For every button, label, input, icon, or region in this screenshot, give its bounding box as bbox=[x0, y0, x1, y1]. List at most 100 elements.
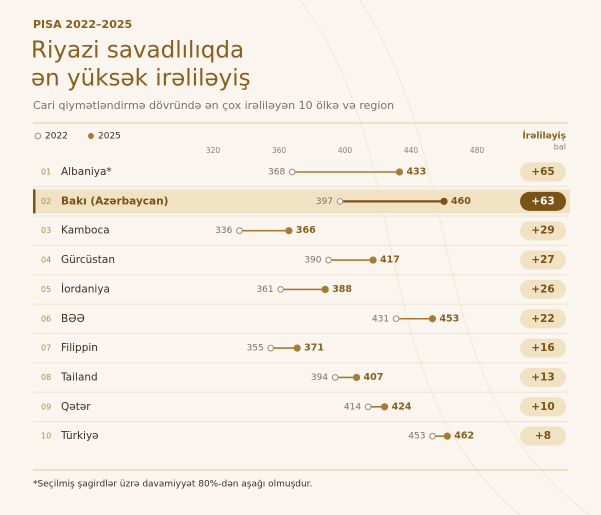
category-label: Bakı (Azərbaycan) bbox=[61, 195, 168, 207]
value-label-2025: 460 bbox=[451, 196, 471, 207]
value-label-2025: 417 bbox=[380, 255, 400, 266]
value-label-2022: 431 bbox=[372, 314, 389, 324]
change-unit: bal bbox=[554, 143, 566, 152]
change-pill bbox=[520, 221, 566, 241]
point-2022 bbox=[392, 315, 400, 323]
point-2022 bbox=[277, 286, 285, 293]
value-label-2022: 390 bbox=[304, 256, 321, 266]
change-label: +27 bbox=[531, 254, 554, 266]
change-pill bbox=[520, 162, 566, 182]
point-2025 bbox=[443, 432, 451, 440]
value-label-2022: 414 bbox=[344, 402, 361, 412]
point-2025 bbox=[352, 373, 361, 382]
category-label: Tailand bbox=[60, 371, 98, 383]
x-tick-label: 440 bbox=[404, 146, 419, 155]
category-label: Qətər bbox=[61, 401, 91, 413]
change-label: +65 bbox=[531, 166, 554, 178]
chart-title: ən yüksək irəliləyiş bbox=[31, 66, 251, 92]
footnote: *Seçilmiş şagirdlər üzrə davamiyyət 80%-… bbox=[33, 480, 312, 490]
category-label: Filippin bbox=[61, 342, 98, 354]
point-2022 bbox=[325, 256, 332, 264]
point-2025 bbox=[381, 403, 389, 411]
point-2025 bbox=[293, 344, 301, 352]
rank: 01 bbox=[41, 168, 51, 177]
chart-title: Riyazi savadlılıqda bbox=[31, 38, 244, 64]
decor bbox=[299, 0, 521, 515]
subtitle: Cari qiymətləndirmə dövründə ən çox irəl… bbox=[33, 99, 394, 112]
value-label-2025: 424 bbox=[392, 401, 412, 412]
rank: 03 bbox=[41, 226, 51, 235]
point-2025 bbox=[321, 285, 329, 293]
change-label: +29 bbox=[531, 225, 554, 237]
change-label: +13 bbox=[531, 371, 554, 383]
category-label: İordaniya bbox=[61, 282, 110, 295]
point-2025 bbox=[395, 168, 404, 176]
change-pill bbox=[520, 338, 566, 358]
x-tick-label: 480 bbox=[470, 146, 485, 155]
rank: 10 bbox=[41, 432, 51, 441]
point-2025 bbox=[428, 315, 437, 323]
change-label: +63 bbox=[531, 195, 554, 207]
value-label-2025: 366 bbox=[296, 225, 316, 236]
value-label-2025: 453 bbox=[439, 313, 459, 324]
point-2022 bbox=[267, 344, 275, 352]
category-label: Türkiyə bbox=[60, 430, 99, 442]
kicker: PISA 2022–2025 bbox=[33, 18, 132, 31]
legend-marker bbox=[34, 132, 42, 140]
point-2022 bbox=[331, 374, 339, 381]
legend-label: 2022 bbox=[45, 132, 68, 142]
value-label-2022: 355 bbox=[247, 344, 264, 354]
x-tick-label: 320 bbox=[206, 146, 221, 155]
value-label-2022: 453 bbox=[408, 432, 425, 442]
legend-marker bbox=[88, 133, 94, 139]
change-pill bbox=[520, 250, 566, 270]
value-label-2025: 433 bbox=[406, 167, 426, 178]
x-tick-label: 400 bbox=[338, 146, 353, 155]
change-pill bbox=[520, 191, 566, 211]
change-pill bbox=[520, 367, 566, 387]
category-label: Albaniya* bbox=[61, 166, 112, 178]
point-2022 bbox=[429, 432, 436, 440]
point-2022 bbox=[288, 168, 296, 176]
rank: 09 bbox=[41, 402, 51, 411]
change-label: +10 bbox=[531, 401, 554, 413]
category-label: Gürcüstan bbox=[61, 254, 115, 266]
change-pill bbox=[520, 426, 566, 446]
value-label-2025: 462 bbox=[454, 431, 474, 442]
change-label: +16 bbox=[531, 342, 554, 354]
highlight-bar bbox=[33, 189, 36, 214]
value-label-2022: 394 bbox=[311, 373, 328, 383]
point-2022 bbox=[364, 403, 372, 411]
legend-label: 2025 bbox=[98, 132, 121, 142]
x-tick-label: 360 bbox=[272, 146, 287, 155]
change-pill bbox=[520, 279, 566, 299]
value-label-2025: 407 bbox=[364, 372, 384, 383]
rank: 07 bbox=[41, 344, 51, 353]
category-label: BƏƏ bbox=[61, 313, 85, 325]
value-label-2022: 368 bbox=[268, 168, 285, 178]
value-label-2025: 371 bbox=[304, 343, 324, 354]
change-label: +8 bbox=[535, 430, 551, 442]
point-2022 bbox=[336, 197, 344, 205]
point-2025 bbox=[440, 197, 448, 205]
point-2022 bbox=[235, 227, 243, 235]
value-label-2025: 388 bbox=[332, 284, 352, 295]
change-label: +22 bbox=[531, 313, 554, 325]
category-label: Kamboca bbox=[61, 225, 110, 237]
value-label-2022: 397 bbox=[316, 197, 333, 207]
change-pill bbox=[520, 309, 566, 329]
value-label-2022: 336 bbox=[215, 226, 232, 236]
change-pill bbox=[520, 397, 566, 417]
highlight-row bbox=[33, 189, 570, 214]
rank: 06 bbox=[41, 314, 51, 323]
rank: 04 bbox=[41, 256, 51, 265]
change-label: +26 bbox=[531, 283, 554, 295]
point-2025 bbox=[369, 256, 377, 264]
rank: 05 bbox=[41, 285, 51, 294]
rank: 08 bbox=[41, 373, 51, 382]
point-2025 bbox=[285, 227, 293, 235]
change-header: İrəliləyiş bbox=[522, 131, 566, 142]
value-label-2022: 361 bbox=[256, 285, 273, 295]
